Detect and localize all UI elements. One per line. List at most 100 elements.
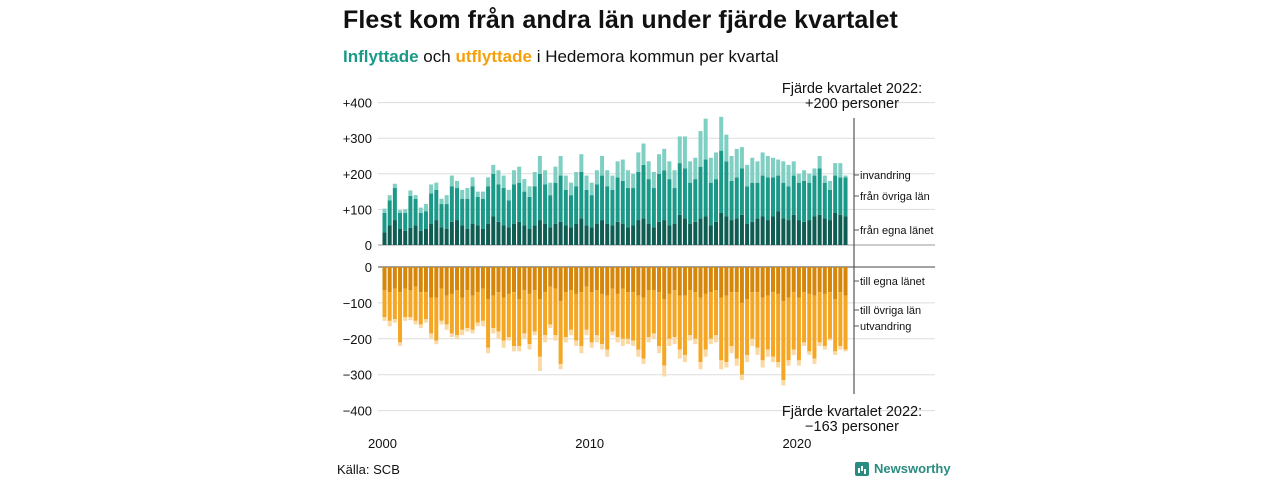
- bar-fran-egna-lanet: [833, 212, 838, 245]
- bar-till-egna-lanet: [444, 267, 449, 296]
- bar-fran-ovriga-lan: [641, 164, 646, 219]
- bar-till-ovriga-lan: [667, 293, 672, 339]
- bar-fran-egna-lanet: [724, 216, 729, 245]
- bar-fran-ovriga-lan: [517, 182, 522, 222]
- chart-subtitle: Inflyttade och utflyttade i Hedemora kom…: [343, 47, 779, 67]
- bar-utvandring: [506, 337, 511, 341]
- subtitle-rest: i Hedemora kommun per kvartal: [536, 47, 779, 66]
- bar-fran-ovriga-lan: [512, 184, 516, 224]
- bar-till-egna-lanet: [620, 267, 625, 289]
- bar-fran-ovriga-lan: [651, 188, 656, 228]
- bar-till-ovriga-lan: [703, 293, 708, 350]
- bar-utvandring: [470, 329, 475, 334]
- bar-fran-ovriga-lan: [579, 172, 584, 219]
- bar-till-egna-lanet: [429, 267, 434, 298]
- bar-fran-egna-lanet: [486, 223, 491, 245]
- subtitle-utflyttade: utflyttade: [455, 47, 532, 66]
- bar-till-ovriga-lan: [786, 297, 791, 361]
- bar-fran-egna-lanet: [791, 214, 796, 245]
- bar-fran-egna-lanet: [708, 225, 713, 245]
- brand[interactable]: Newsworthy: [855, 461, 951, 476]
- bar-till-egna-lanet: [760, 267, 765, 298]
- bar-utvandring: [418, 324, 423, 329]
- bar-till-egna-lanet: [413, 267, 418, 287]
- bar-fran-egna-lanet: [470, 223, 475, 245]
- bar-invandring: [568, 182, 573, 196]
- bar-till-egna-lanet: [594, 267, 599, 291]
- bar-fran-egna-lanet: [517, 221, 522, 245]
- bar-fran-ovriga-lan: [434, 189, 439, 221]
- bar-till-ovriga-lan: [434, 297, 439, 341]
- bar-utvandring: [703, 349, 708, 357]
- bar-till-egna-lanet: [403, 267, 408, 289]
- bar-till-ovriga-lan: [532, 290, 537, 332]
- bar-till-ovriga-lan: [812, 295, 817, 359]
- bar-till-ovriga-lan: [765, 295, 770, 350]
- bar-fran-egna-lanet: [682, 218, 687, 245]
- bar-invandring: [553, 166, 558, 183]
- bar-fran-ovriga-lan: [600, 175, 605, 221]
- bar-till-ovriga-lan: [796, 297, 801, 361]
- bar-utvandring: [444, 324, 449, 330]
- bar-fran-ovriga-lan: [719, 150, 724, 213]
- bar-till-egna-lanet: [455, 267, 460, 291]
- bar-utvandring: [636, 349, 641, 357]
- bar-till-egna-lanet: [496, 267, 501, 293]
- bar-till-ovriga-lan: [838, 292, 843, 346]
- bar-utvandring: [548, 324, 553, 329]
- bar-utvandring: [600, 344, 605, 350]
- bar-invandring: [543, 170, 548, 185]
- bar-invandring: [594, 170, 599, 185]
- bar-fran-egna-lanet: [527, 228, 532, 245]
- bar-utvandring: [750, 338, 755, 346]
- label-till-ovriga-lan: till övriga län: [860, 305, 921, 317]
- bar-till-ovriga-lan: [579, 292, 584, 346]
- bar-till-egna-lanet: [568, 267, 573, 291]
- bar-invandring: [501, 175, 506, 189]
- bar-till-ovriga-lan: [605, 295, 610, 350]
- bar-fran-egna-lanet: [812, 216, 817, 245]
- bar-fran-egna-lanet: [771, 216, 775, 245]
- bar-till-ovriga-lan: [423, 292, 428, 320]
- bar-fran-ovriga-lan: [444, 204, 449, 229]
- bar-utvandring: [739, 374, 744, 381]
- bar-till-ovriga-lan: [470, 295, 475, 330]
- bar-utvandring: [584, 329, 589, 336]
- bar-till-ovriga-lan: [522, 290, 527, 334]
- bar-utvandring: [449, 333, 454, 338]
- bar-till-egna-lanet: [786, 267, 791, 298]
- bar-fran-egna-lanet: [734, 218, 739, 245]
- bar-utvandring: [719, 360, 724, 370]
- bar-utvandring: [475, 322, 480, 327]
- bar-till-egna-lanet: [423, 267, 428, 293]
- bar-invandring: [739, 147, 744, 169]
- bar-fran-ovriga-lan: [838, 177, 843, 215]
- bar-fran-egna-lanet: [579, 218, 584, 245]
- bar-till-egna-lanet: [470, 267, 475, 296]
- bar-fran-egna-lanet: [465, 228, 470, 245]
- bar-invandring: [527, 186, 532, 197]
- bar-invandring: [506, 189, 511, 201]
- bar-till-egna-lanet: [615, 267, 620, 294]
- bar-till-egna-lanet: [708, 267, 713, 293]
- bar-fran-egna-lanet: [620, 223, 625, 245]
- bar-utvandring: [667, 338, 672, 346]
- bar-utvandring: [714, 335, 719, 343]
- bar-fran-ovriga-lan: [423, 211, 428, 229]
- bar-utvandring: [460, 329, 465, 336]
- bar-till-egna-lanet: [532, 267, 537, 291]
- bar-invandring: [760, 152, 765, 176]
- bar-invandring: [812, 168, 817, 176]
- bar-till-ovriga-lan: [662, 299, 667, 366]
- bar-fran-egna-lanet: [548, 227, 553, 245]
- bar-invandring: [423, 204, 428, 212]
- bar-fran-ovriga-lan: [398, 212, 403, 229]
- bar-invandring: [729, 156, 734, 181]
- bar-fran-egna-lanet: [610, 225, 615, 245]
- bar-utvandring: [781, 380, 786, 386]
- bar-invandring: [392, 183, 397, 189]
- bar-fran-ovriga-lan: [812, 175, 817, 217]
- bar-fran-egna-lanet: [776, 211, 781, 245]
- bar-till-ovriga-lan: [781, 301, 786, 381]
- bar-fran-ovriga-lan: [605, 186, 610, 224]
